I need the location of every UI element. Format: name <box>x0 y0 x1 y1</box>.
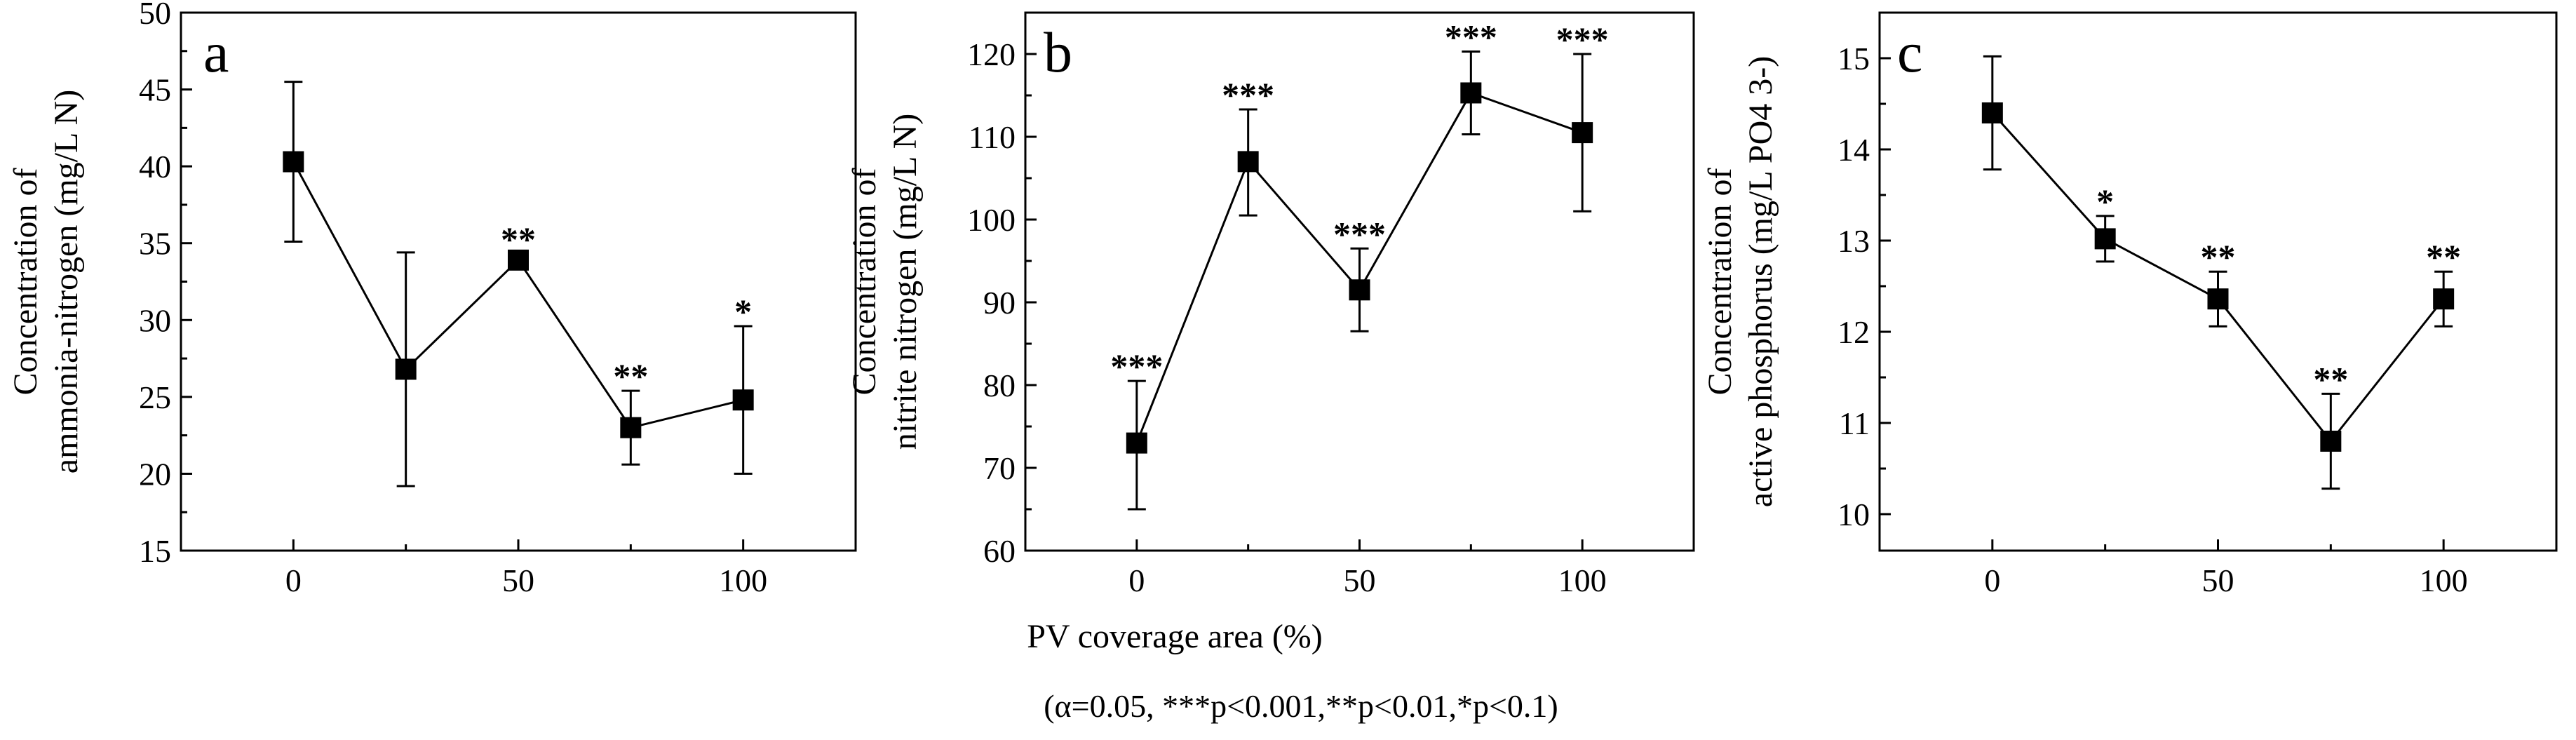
x-axis-title: PV coverage area (%) <box>1027 618 1323 655</box>
y-tick-label: 15 <box>139 533 171 569</box>
panel-b: 60 70 80 90 100 110 120 0 50 100 Concentration of n… <box>846 11 1695 598</box>
significance-label: ** <box>2201 237 2236 276</box>
y-axis-title-line-2: nitrite nitrogen (mg/L N) <box>886 114 924 450</box>
y-tick-label: 80 <box>983 368 1016 403</box>
y-tick-label: 12 <box>1837 314 1870 350</box>
y-tick-label: 50 <box>139 0 171 31</box>
y-tick-label: 30 <box>139 302 171 338</box>
significance-label: *** <box>1222 75 1274 114</box>
x-tick-label: 100 <box>1558 563 1607 598</box>
x-tick-label: 50 <box>502 563 534 598</box>
panel-letter: a <box>203 20 229 84</box>
significance-label: *** <box>1110 347 1163 386</box>
significance-label: *** <box>1556 20 1609 59</box>
data-point <box>395 358 417 380</box>
data-point <box>1237 151 1259 173</box>
x-tick-label: 0 <box>1984 563 2000 598</box>
y-tick-label: 70 <box>983 450 1016 486</box>
data-point <box>1349 279 1370 301</box>
y-tick-label: 15 <box>1837 41 1870 76</box>
y-axis-title-line-2: ammonia-nitrogen (mg/L N) <box>48 90 85 473</box>
y-tick-label: 45 <box>139 72 171 108</box>
y-tick-label: 10 <box>1837 497 1870 532</box>
y-tick-label: 20 <box>139 456 171 492</box>
data-point <box>2433 288 2455 310</box>
significance-label: ** <box>2313 359 2348 398</box>
significance-label: * <box>2096 182 2114 221</box>
panel-letter: c <box>1897 20 1922 84</box>
x-tick-label: 100 <box>2420 563 2468 598</box>
x-tick-label: 100 <box>719 563 767 598</box>
x-tick-label: 0 <box>1128 563 1145 598</box>
significance-footnote: (α=0.05, ***p<0.001,**p<0.01,*p<0.1) <box>1044 688 1558 724</box>
y-axis-title-line-1: Concentration of <box>7 168 44 396</box>
y-axis-title-line-2: active phosphorus (mg/L PO4 3-) <box>1742 56 1779 507</box>
data-point <box>508 249 529 271</box>
y-tick-label: 13 <box>1837 223 1870 259</box>
panel-a: 15 20 25 30 35 40 45 50 0 50 100 Concentration of am… <box>7 0 857 598</box>
y-tick-label: 40 <box>139 149 171 184</box>
y-tick-label: 60 <box>983 533 1016 569</box>
significance-label: * <box>734 292 752 331</box>
data-point <box>732 389 754 411</box>
y-axis-title-line-1: Concentration of <box>1701 168 1739 396</box>
y-tick-label: 120 <box>967 36 1016 72</box>
x-tick-label: 0 <box>285 563 302 598</box>
y-axis-title-line-1: Concentration of <box>846 168 883 396</box>
data-point <box>2207 288 2229 310</box>
data-point <box>620 417 642 438</box>
x-tick-label: 50 <box>2202 563 2234 598</box>
data-point <box>1981 102 2003 123</box>
panel-letter: b <box>1044 20 1072 84</box>
data-point <box>1572 122 1593 144</box>
significance-label: *** <box>1445 17 1497 56</box>
panel-c: 10 11 12 13 14 15 0 50 100 Concentration of active… <box>1701 11 2558 598</box>
x-tick-label: 50 <box>1344 563 1376 598</box>
data-point <box>2320 431 2342 452</box>
significance-label: ** <box>613 356 648 396</box>
significance-label: *** <box>1333 214 1386 253</box>
y-tick-label: 25 <box>139 379 171 415</box>
y-tick-label: 110 <box>969 119 1016 155</box>
y-tick-label: 14 <box>1837 132 1870 168</box>
y-tick-label: 11 <box>1839 405 1870 441</box>
plot-frame <box>180 11 857 552</box>
data-point <box>2094 228 2116 250</box>
y-tick-label: 100 <box>967 202 1016 238</box>
series-line <box>292 161 744 429</box>
data-point <box>1460 82 1482 104</box>
y-tick-label: 90 <box>983 285 1016 321</box>
significance-label: ** <box>2426 237 2461 276</box>
significance-label: ** <box>501 220 536 259</box>
data-point <box>283 151 304 173</box>
data-point <box>1126 432 1147 454</box>
y-tick-label: 35 <box>139 226 171 262</box>
